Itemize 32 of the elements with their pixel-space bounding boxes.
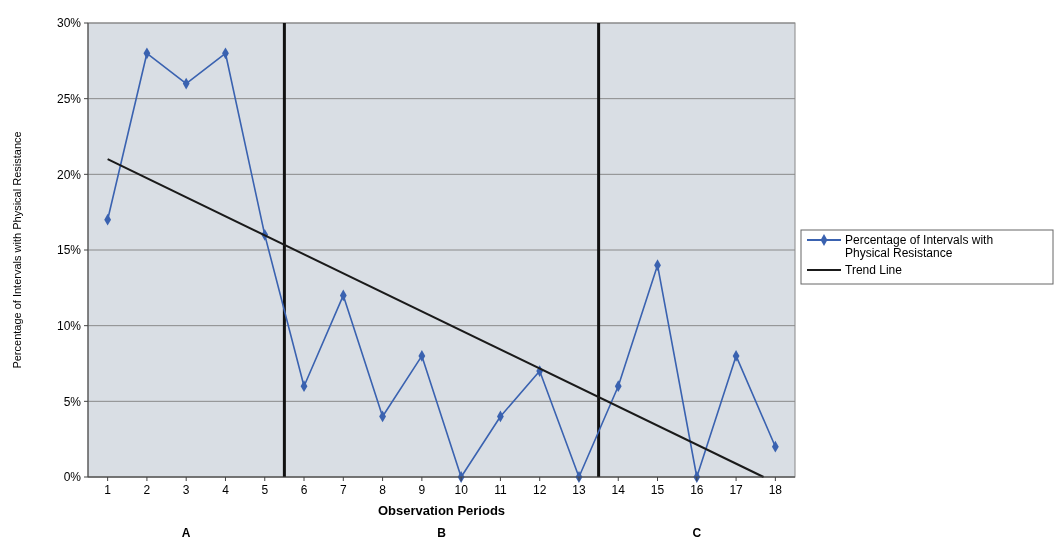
y-tick-label: 20% [56, 167, 82, 182]
x-tick-label: 6 [300, 483, 308, 497]
x-tick-label: 2 [143, 483, 151, 497]
x-tick-label: 15 [650, 483, 665, 497]
y-tick-label: 5% [63, 394, 82, 409]
y-tick-label: 10% [56, 318, 82, 333]
x-tick-label: 18 [768, 483, 783, 497]
x-tick-label: 7 [339, 483, 347, 497]
legend-label: Trend Line [845, 263, 903, 278]
x-tick-label: 13 [572, 483, 586, 497]
text: B [437, 526, 447, 540]
y-tick-label: 15% [56, 243, 82, 258]
x-tick-label: 3 [182, 483, 190, 497]
text: A [181, 526, 191, 540]
legend-label: Percentage of Intervals with Physical Resistance [845, 233, 994, 261]
x-axis-title: Observation Periods [377, 503, 506, 518]
x-tick-label: 1 [104, 483, 112, 497]
x-tick-label: 5 [261, 483, 269, 497]
text: C [692, 526, 702, 540]
x-tick-label: 17 [729, 483, 744, 497]
x-tick-label: 12 [533, 483, 547, 497]
x-tick-label: 9 [418, 483, 426, 497]
x-tick-label: 14 [611, 483, 626, 497]
x-tick-label: 16 [690, 483, 704, 497]
x-tick-label: 11 [494, 483, 507, 497]
x-tick-label: 10 [454, 483, 469, 497]
x-tick-label: 8 [379, 483, 387, 497]
y-tick-label: 25% [56, 91, 82, 106]
x-tick-label: 4 [222, 483, 230, 497]
y-axis-title: Percentage of Intervals with Physical Resistance [11, 131, 23, 369]
y-tick-label: 30% [56, 16, 82, 31]
y-tick-label: 0% [63, 470, 82, 485]
